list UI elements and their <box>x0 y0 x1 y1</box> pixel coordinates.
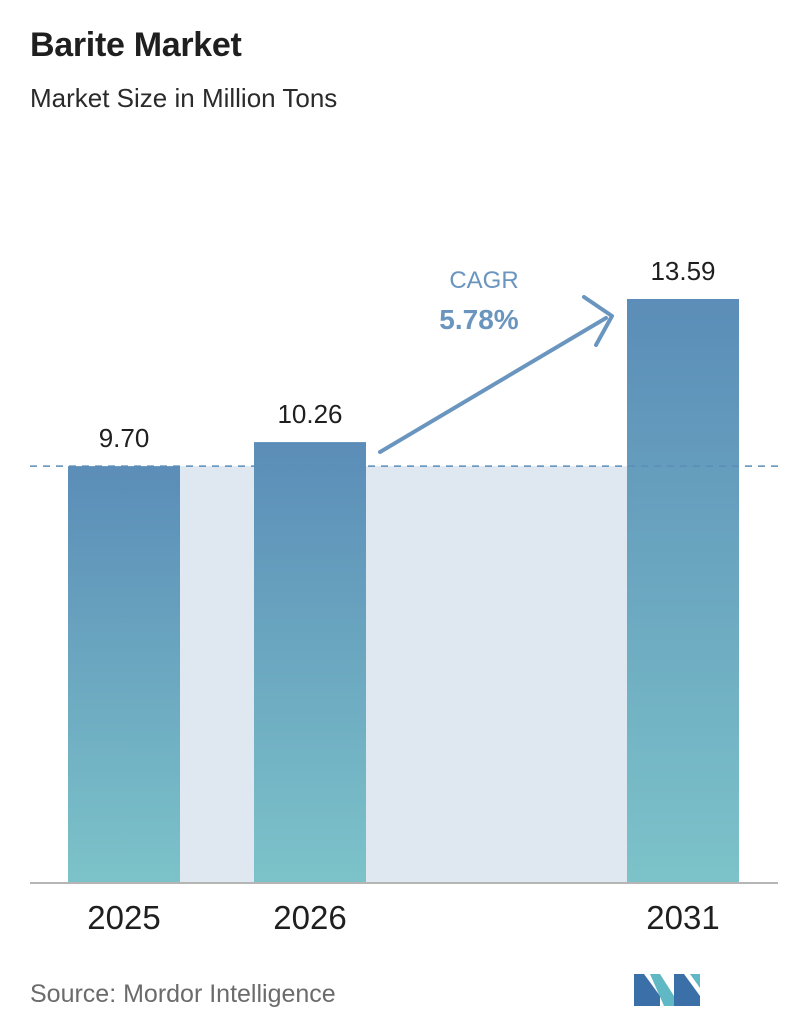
category-label-2031: 2031 <box>646 899 719 936</box>
bar-2026 <box>254 442 366 883</box>
chart-title: Barite Market <box>30 26 242 64</box>
category-label-2026: 2026 <box>273 899 346 936</box>
source-note: Source: Mordor Intelligence <box>30 980 336 1008</box>
bar-chart: 9.70 2025 10.26 2026 13.59 2031 CAGR 5.78% <box>30 256 780 936</box>
cagr-label: CAGR <box>449 267 518 294</box>
mordor-intelligence-logo-icon <box>634 974 700 1006</box>
cagr-arrow-icon <box>378 295 614 454</box>
cagr-value: 5.78% <box>439 304 518 335</box>
value-label-2031: 13.59 <box>650 256 715 286</box>
value-label-2026: 10.26 <box>277 399 342 429</box>
category-label-2025: 2025 <box>87 899 160 936</box>
value-label-2025: 9.70 <box>99 423 150 453</box>
bar-2025 <box>68 466 180 883</box>
chart-subtitle: Market Size in Million Tons <box>30 83 338 113</box>
bar-2031 <box>627 299 739 883</box>
